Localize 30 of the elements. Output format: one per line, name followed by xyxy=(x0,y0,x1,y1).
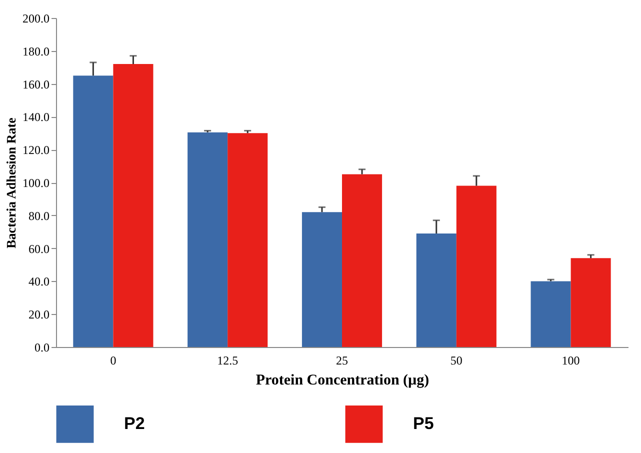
y-tick-label: 200.0 xyxy=(22,12,50,26)
bar xyxy=(188,132,228,347)
y-tick-label: 100.0 xyxy=(22,176,50,190)
bar xyxy=(416,233,456,347)
bar xyxy=(570,258,611,347)
y-tick-label: 20.0 xyxy=(28,308,50,322)
bar xyxy=(113,64,154,347)
x-tick-label: 0 xyxy=(110,354,116,368)
legend-label: P5 xyxy=(413,414,434,434)
y-tick-label: 140.0 xyxy=(22,110,50,124)
x-axis-title: Protein Concentration (µg) xyxy=(256,372,430,388)
x-tick-label: 50 xyxy=(450,354,462,368)
y-tick-label: 0.0 xyxy=(34,340,50,354)
y-tick-label: 160.0 xyxy=(22,77,50,92)
bar xyxy=(228,133,268,347)
y-tick-label: 180.0 xyxy=(22,44,50,58)
x-tick-label: 12.5 xyxy=(217,354,238,368)
y-tick-label: 80.0 xyxy=(28,208,50,223)
y-tick-label: 60.0 xyxy=(28,242,50,256)
x-tick-label: 25 xyxy=(336,354,348,368)
bar xyxy=(456,186,496,347)
bar xyxy=(342,174,382,347)
x-tick-label: 100 xyxy=(562,354,580,368)
bar xyxy=(302,212,342,347)
bar xyxy=(530,281,571,347)
y-axis-title: Bacteria Adhesion Rate xyxy=(4,117,18,248)
y-tick-label: 120.0 xyxy=(22,143,50,158)
legend-label: P2 xyxy=(124,414,145,434)
bar xyxy=(73,76,114,347)
y-tick-label: 40.0 xyxy=(28,274,50,289)
